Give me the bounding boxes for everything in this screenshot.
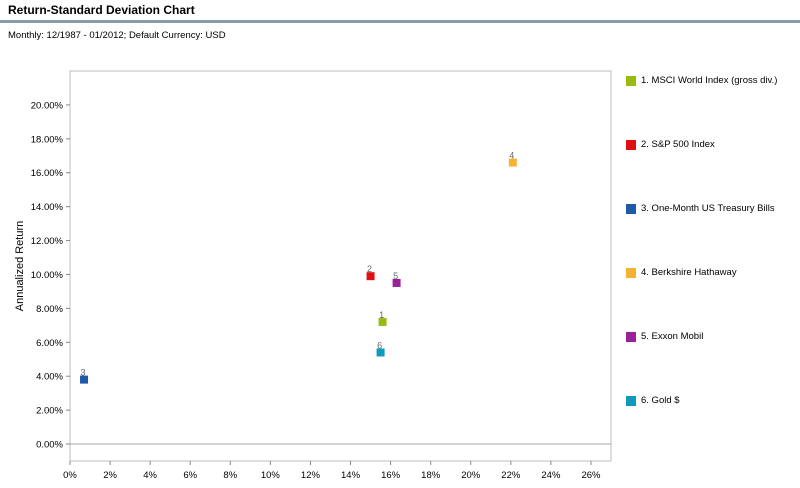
- legend-item-2: 2. S&P 500 Index: [626, 139, 715, 150]
- x-tick-label: 16%: [381, 470, 401, 481]
- x-tick-label: 26%: [581, 470, 601, 481]
- data-point-label: 5: [393, 271, 398, 281]
- legend-item-4: 4. Berkshire Hathaway: [626, 267, 737, 278]
- legend-swatch: [626, 203, 636, 214]
- x-tick-label: 10%: [261, 470, 281, 481]
- title-divider: [0, 20, 800, 23]
- x-tick-label: 24%: [541, 470, 561, 481]
- data-point-2: [366, 272, 375, 281]
- data-point-label: 2: [367, 264, 372, 274]
- x-tick-label: 0%: [63, 470, 77, 481]
- plot-area: [69, 70, 612, 462]
- data-points: 1 2 3 4 5 6: [80, 151, 517, 384]
- data-point-6: [376, 348, 385, 357]
- legend-swatch: [626, 75, 636, 86]
- legend-swatch: [626, 139, 636, 150]
- y-tick-label: 14.00%: [31, 202, 64, 213]
- legend-item-5: 5. Exxon Mobil: [626, 331, 703, 342]
- legend-item-1: 1. MSCI World Index (gross div.): [626, 75, 777, 86]
- data-point-label: 4: [509, 151, 514, 161]
- legend-label: 1. MSCI World Index (gross div.): [641, 75, 778, 86]
- x-tick-label: 4%: [143, 470, 157, 481]
- data-point-label: 1: [379, 310, 384, 320]
- y-tick-label: 18.00%: [31, 134, 64, 145]
- x-tick-label: 20%: [461, 470, 481, 481]
- x-axis-ticks: 0% 2% 4% 6% 8% 10% 12% 14% 16% 18% 20% 22% 24% 26%: [63, 461, 601, 481]
- data-point-4: [508, 158, 517, 167]
- data-point-3: [80, 375, 89, 384]
- x-tick-label: 22%: [501, 470, 521, 481]
- y-axis-label: Annualized Return: [14, 221, 26, 312]
- y-tick-label: 2.00%: [36, 406, 63, 417]
- legend-label: 6. Gold $: [641, 395, 680, 406]
- y-tick-label: 4.00%: [36, 372, 63, 383]
- legend-item-6: 6. Gold $: [626, 395, 680, 406]
- y-tick-label: 12.00%: [31, 236, 64, 247]
- legend-swatch: [626, 267, 636, 278]
- data-point-label: 6: [377, 340, 382, 350]
- y-tick-label: 8.00%: [36, 304, 63, 315]
- data-point-1: [378, 317, 387, 326]
- legend-label: 2. S&P 500 Index: [641, 139, 715, 150]
- legend-label: 3. One-Month US Treasury Bills: [641, 203, 775, 214]
- data-point-label: 3: [81, 368, 86, 378]
- x-tick-label: 12%: [301, 470, 321, 481]
- y-tick-label: 0.00%: [36, 440, 63, 451]
- y-tick-label: 16.00%: [31, 168, 64, 179]
- legend-swatch: [626, 395, 636, 406]
- y-tick-label: 20.00%: [31, 100, 64, 111]
- data-point-5: [392, 278, 401, 287]
- legend-item-3: 3. One-Month US Treasury Bills: [626, 203, 775, 214]
- y-tick-label: 10.00%: [31, 270, 64, 281]
- chart-legend: 1. MSCI World Index (gross div.) 2. S&P 5…: [626, 0, 800, 488]
- chart-subtitle: Monthly: 12/1987 - 01/2012; Default Curr…: [8, 30, 226, 41]
- x-tick-label: 2%: [103, 470, 117, 481]
- y-tick-label: 6.00%: [36, 338, 63, 349]
- x-tick-label: 6%: [183, 470, 197, 481]
- legend-swatch: [626, 331, 636, 342]
- legend-label: 5. Exxon Mobil: [641, 331, 704, 342]
- legend-label: 4. Berkshire Hathaway: [641, 267, 737, 278]
- page-title: Return-Standard Deviation Chart: [8, 3, 195, 17]
- x-tick-label: 14%: [341, 470, 361, 481]
- y-axis-ticks: 0.00% 2.00% 4.00% 6.00% 8.00% 10.00% 12.00% 14.…: [31, 100, 70, 451]
- x-tick-label: 8%: [223, 470, 237, 481]
- x-tick-label: 18%: [421, 470, 441, 481]
